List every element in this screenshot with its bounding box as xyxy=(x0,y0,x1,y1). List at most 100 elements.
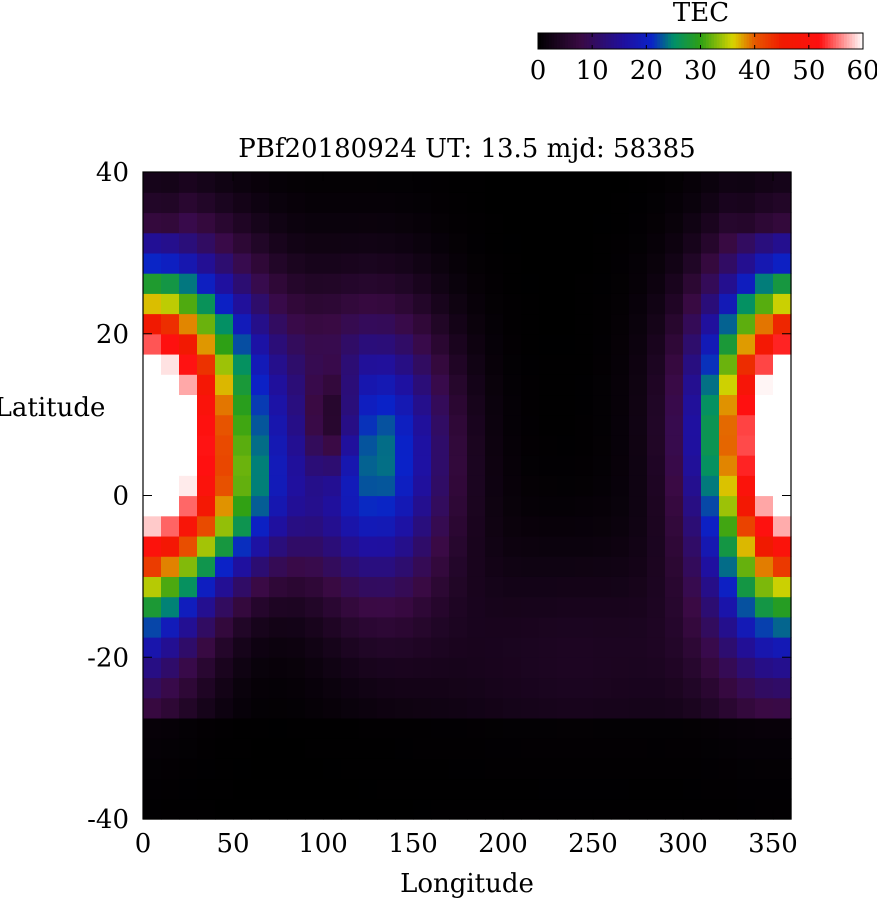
heatmap-cell xyxy=(593,637,612,658)
heatmap-cell xyxy=(215,212,234,234)
heatmap-cell xyxy=(323,273,342,294)
heatmap-cell xyxy=(629,717,648,739)
heatmap-cell xyxy=(179,475,198,497)
heatmap-cell xyxy=(773,778,792,800)
heatmap-cell xyxy=(395,798,414,820)
colorbar-segment xyxy=(608,33,612,49)
heatmap-cell xyxy=(647,192,666,214)
heatmap-cell xyxy=(629,556,648,577)
heatmap-cell xyxy=(611,515,630,537)
colorbar-tick-label: 50 xyxy=(792,56,825,86)
heatmap-cell xyxy=(647,758,666,780)
heatmap-cell xyxy=(215,535,234,557)
heatmap-cell xyxy=(557,273,576,294)
heatmap-cell xyxy=(701,374,720,396)
heatmap-cell xyxy=(395,232,414,254)
heatmap-cell xyxy=(611,697,630,719)
heatmap-cell xyxy=(287,172,306,193)
heatmap-cell xyxy=(161,313,180,335)
heatmap-cell xyxy=(575,252,594,274)
heatmap-cell xyxy=(737,596,756,618)
heatmap-cell xyxy=(557,798,576,820)
heatmap-cell xyxy=(701,697,720,719)
heatmap-cell xyxy=(521,333,540,355)
heatmap-cell xyxy=(179,353,198,375)
heatmap-cell xyxy=(665,616,684,638)
colorbar-segment xyxy=(724,33,729,49)
heatmap-cell xyxy=(629,697,648,719)
heatmap-cell xyxy=(755,434,774,456)
heatmap-cell xyxy=(431,596,450,618)
heatmap-cell xyxy=(683,535,702,557)
heatmap-cell xyxy=(467,596,486,618)
heatmap-cell xyxy=(323,434,342,456)
heatmap-cell xyxy=(269,172,288,193)
heatmap-cell xyxy=(521,273,540,294)
heatmap-cell xyxy=(485,515,504,537)
heatmap-cell xyxy=(683,353,702,375)
heatmap-cell xyxy=(755,394,774,416)
heatmap-cell xyxy=(467,374,486,396)
heatmap-cell xyxy=(431,374,450,396)
heatmap-cell xyxy=(737,232,756,254)
heatmap-cell xyxy=(287,333,306,355)
heatmap-cell xyxy=(395,657,414,679)
colorbar-segment xyxy=(640,33,645,49)
heatmap-cell xyxy=(323,495,342,517)
heatmap-cell xyxy=(665,495,684,517)
heatmap-cell xyxy=(395,434,414,456)
heatmap-cell xyxy=(341,212,360,234)
heatmap-cell xyxy=(287,535,306,557)
heatmap-cell xyxy=(683,717,702,739)
heatmap-cell xyxy=(323,596,342,618)
heatmap-cell xyxy=(755,212,774,234)
heatmap-cell xyxy=(305,212,324,234)
heatmap-cell xyxy=(215,616,234,638)
heatmap-cell xyxy=(575,394,594,416)
heatmap-cell xyxy=(647,556,666,577)
heatmap-cell xyxy=(503,212,522,234)
heatmap-cell xyxy=(629,475,648,497)
heatmap-cell xyxy=(287,515,306,537)
heatmap-cell xyxy=(179,778,198,800)
heatmap-cell xyxy=(413,212,432,234)
heatmap-cell xyxy=(359,637,378,658)
colorbar-segment xyxy=(822,33,826,49)
heatmap-cell xyxy=(539,738,558,759)
heatmap-cell xyxy=(467,637,486,658)
heatmap-cell xyxy=(359,313,378,335)
heatmap-cell xyxy=(341,637,360,658)
heatmap-cell xyxy=(629,455,648,476)
heatmap-cell xyxy=(701,778,720,800)
heatmap-cell xyxy=(179,212,198,234)
heatmap-cell xyxy=(449,515,468,537)
heatmap-cell xyxy=(377,293,396,315)
heatmap-cell xyxy=(539,394,558,416)
heatmap-cell xyxy=(395,677,414,699)
heatmap-cell xyxy=(215,353,234,375)
heatmap-cell xyxy=(701,637,720,658)
heatmap-cell xyxy=(143,758,162,780)
heatmap-cell xyxy=(521,677,540,699)
heatmap-cell xyxy=(197,697,216,719)
heatmap-cell xyxy=(485,697,504,719)
heatmap-cell xyxy=(251,637,270,658)
heatmap-cell xyxy=(449,556,468,577)
heatmap-cell xyxy=(611,738,630,759)
heatmap-cell xyxy=(269,798,288,820)
heatmap-cell xyxy=(233,778,252,800)
colorbar-segment xyxy=(741,33,745,49)
colorbar-segment xyxy=(816,33,821,49)
heatmap-cell xyxy=(521,192,540,214)
heatmap-cell xyxy=(269,576,288,598)
colorbar-segment xyxy=(700,33,704,49)
heatmap-cell xyxy=(287,697,306,719)
heatmap-cell xyxy=(287,434,306,456)
heatmap-cell xyxy=(683,455,702,476)
heatmap-cell xyxy=(737,717,756,739)
colorbar-segment xyxy=(849,33,853,49)
heatmap-cell xyxy=(251,172,270,193)
heatmap-cell xyxy=(431,394,450,416)
heatmap-cell xyxy=(323,374,342,396)
heatmap-cell xyxy=(539,475,558,497)
